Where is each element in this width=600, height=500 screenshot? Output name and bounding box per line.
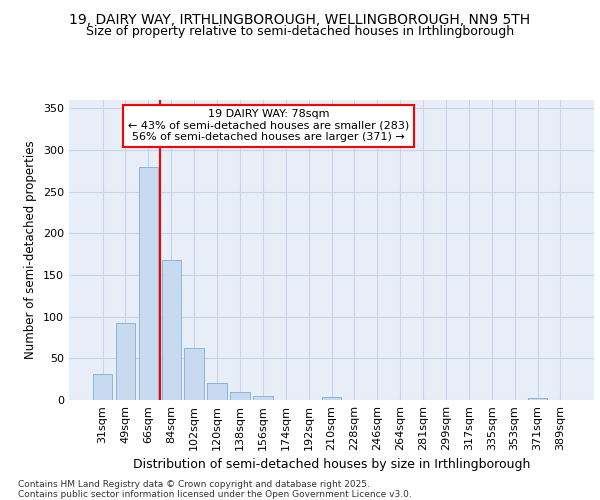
Bar [161, 260, 181, 400]
X-axis label: Distribution of semi-detached houses by size in Irthlingborough: Distribution of semi-detached houses by … [133, 458, 530, 471]
Text: 19, DAIRY WAY, IRTHLINGBOROUGH, WELLINGBOROUGH, NN9 5TH: 19, DAIRY WAY, IRTHLINGBOROUGH, WELLINGB… [70, 12, 530, 26]
Bar [322, 396, 341, 400]
Bar [208, 382, 227, 400]
Bar [528, 398, 547, 400]
Bar [184, 348, 204, 400]
Text: Size of property relative to semi-detached houses in Irthlingborough: Size of property relative to semi-detach… [86, 25, 514, 38]
Bar [139, 166, 158, 400]
Text: 19 DAIRY WAY: 78sqm
← 43% of semi-detached houses are smaller (283)
56% of semi-: 19 DAIRY WAY: 78sqm ← 43% of semi-detach… [128, 109, 409, 142]
Bar [116, 324, 135, 400]
Bar [93, 374, 112, 400]
Bar [253, 396, 272, 400]
Bar [230, 392, 250, 400]
Y-axis label: Number of semi-detached properties: Number of semi-detached properties [25, 140, 37, 360]
Text: Contains HM Land Registry data © Crown copyright and database right 2025.
Contai: Contains HM Land Registry data © Crown c… [18, 480, 412, 499]
